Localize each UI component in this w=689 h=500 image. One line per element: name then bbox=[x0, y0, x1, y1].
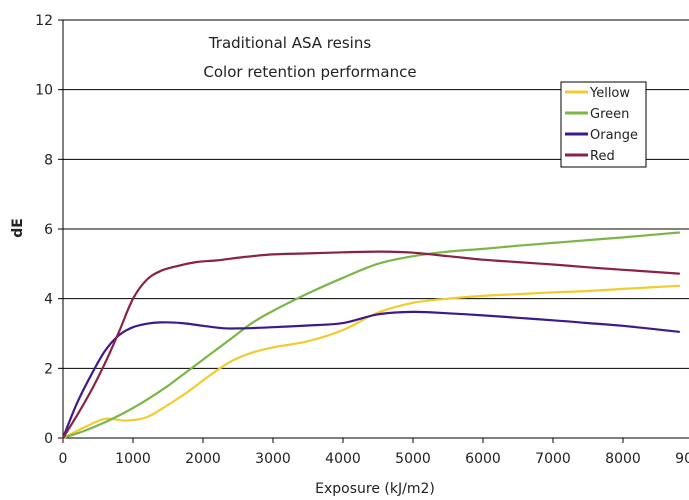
y-tick-label: 10 bbox=[35, 83, 53, 99]
y-tick-label: 4 bbox=[44, 292, 53, 308]
x-tick-label: 3000 bbox=[255, 451, 291, 467]
chart-title: Traditional ASA resins bbox=[208, 34, 372, 52]
y-tick-label: 6 bbox=[44, 222, 53, 238]
series-lines bbox=[61, 231, 681, 440]
legend-label-orange: Orange bbox=[590, 128, 638, 143]
x-tick-label: 0 bbox=[59, 451, 68, 467]
x-tick-label: 4000 bbox=[325, 451, 361, 467]
legend-label-yellow: Yellow bbox=[589, 86, 630, 101]
series-line-green bbox=[61, 231, 681, 440]
legend: Yellow Green Orange Red bbox=[560, 81, 647, 168]
x-tick-label: 2000 bbox=[185, 451, 221, 467]
x-axis-label: Exposure (kJ/m2) bbox=[315, 481, 435, 497]
x-tick-label: 7000 bbox=[535, 451, 571, 467]
legend-label-green: Green bbox=[590, 107, 629, 122]
x-tick-label: 6000 bbox=[465, 451, 501, 467]
series-line-red bbox=[61, 250, 681, 440]
y-axis-ticks: 0 2 4 6 8 10 12 bbox=[35, 13, 63, 447]
x-tick-label: 1000 bbox=[115, 451, 151, 467]
grid-lines bbox=[63, 19, 689, 369]
y-tick-label: 12 bbox=[35, 13, 53, 29]
chart-subtitle: Color retention performance bbox=[203, 63, 416, 81]
x-axis-ticks: 0 1000 2000 3000 4000 5000 6000 7000 8000 9000 bbox=[59, 438, 689, 467]
legend-box bbox=[560, 81, 647, 168]
series-line-orange bbox=[61, 310, 681, 440]
y-tick-label: 8 bbox=[44, 152, 53, 168]
x-tick-label: 5000 bbox=[395, 451, 431, 467]
x-tick-label: 8000 bbox=[605, 451, 641, 467]
x-tick-label: 9000 bbox=[675, 451, 689, 467]
y-axis-label: dE bbox=[10, 218, 26, 238]
series-line-yellow bbox=[61, 284, 681, 440]
y-tick-label: 0 bbox=[44, 431, 53, 447]
legend-label-red: Red bbox=[590, 149, 615, 164]
y-tick-label: 2 bbox=[44, 361, 53, 377]
